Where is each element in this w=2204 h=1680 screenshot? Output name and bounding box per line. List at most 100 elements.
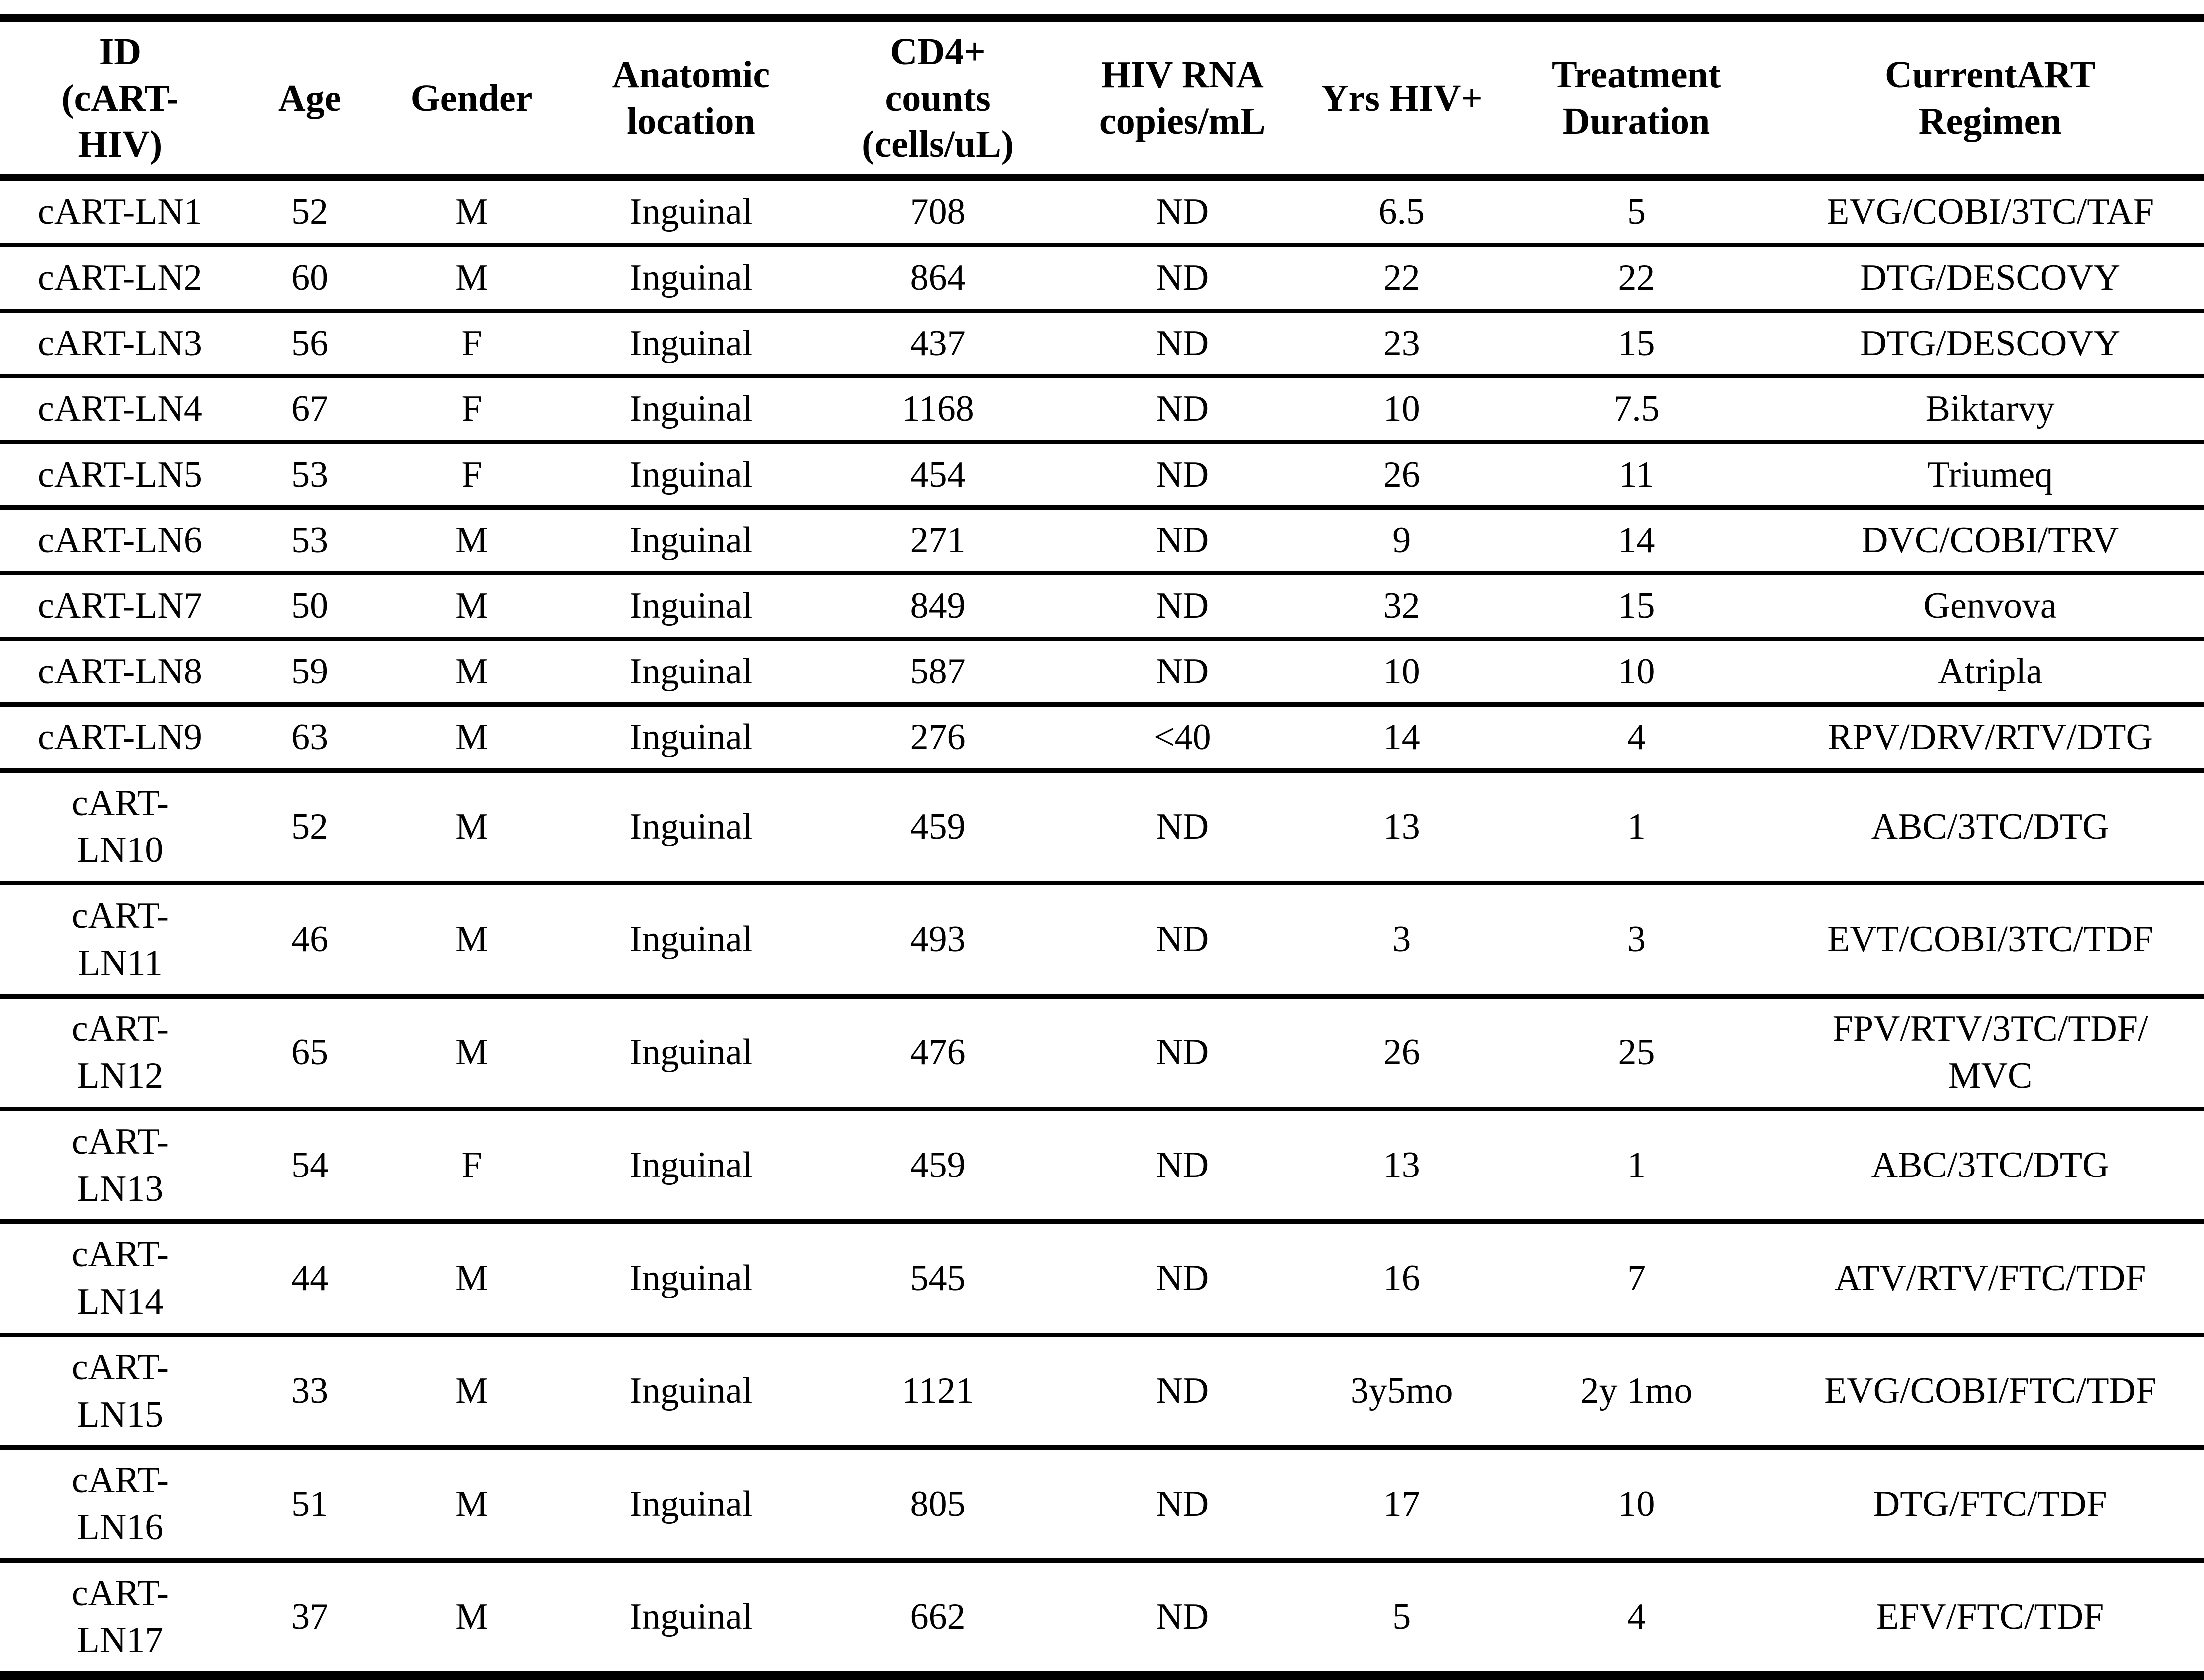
cell-id: cART- LN15 bbox=[71, 1346, 169, 1435]
cell-yrs: 16 bbox=[1383, 1257, 1420, 1299]
cell-rna: ND bbox=[1156, 1257, 1209, 1299]
cell-regimen: EVT/COBI/3TC/TDF bbox=[1827, 919, 2153, 960]
cell-anatomic: Inguinal bbox=[629, 388, 753, 430]
cell-rna: ND bbox=[1156, 1031, 1209, 1073]
cell-anatomic: Inguinal bbox=[629, 454, 753, 496]
cell-yrs: 9 bbox=[1392, 519, 1411, 561]
cell-rna: ND bbox=[1156, 454, 1209, 496]
cell-duration: 22 bbox=[1618, 257, 1655, 298]
cell-id: cART- LN13 bbox=[71, 1121, 169, 1209]
cell-gender: M bbox=[455, 1031, 488, 1073]
cell-yrs: 13 bbox=[1383, 806, 1420, 847]
cell-regimen: Atripla bbox=[1938, 651, 2042, 692]
cell-anatomic: Inguinal bbox=[629, 257, 753, 298]
cell-yrs: 10 bbox=[1383, 651, 1420, 692]
cell-gender: F bbox=[461, 323, 482, 364]
cell-gender: F bbox=[461, 1145, 482, 1186]
cell-duration: 25 bbox=[1618, 1031, 1655, 1073]
cell-cd4: 459 bbox=[910, 806, 966, 847]
cell-rna: <40 bbox=[1153, 716, 1211, 758]
cell-id: cART- LN12 bbox=[71, 1008, 169, 1097]
cell-age: 53 bbox=[291, 519, 329, 561]
cell-regimen: Triumeq bbox=[1927, 454, 2053, 496]
cell-gender: F bbox=[461, 454, 482, 496]
cell-anatomic: Inguinal bbox=[629, 919, 753, 960]
table-row: cART- LN16 51 M Inguinal 805 ND 17 10 DTG/FTC/TD… bbox=[0, 1448, 2204, 1561]
cell-rna: ND bbox=[1156, 651, 1209, 692]
cell-age: 51 bbox=[291, 1483, 329, 1524]
cell-cd4: 454 bbox=[910, 454, 966, 496]
column-header-gender: Gender bbox=[410, 77, 533, 119]
cell-anatomic: Inguinal bbox=[629, 1031, 753, 1073]
cell-duration: 4 bbox=[1627, 716, 1646, 758]
cell-rna: ND bbox=[1156, 1596, 1209, 1638]
cell-regimen: EVG/COBI/3TC/TAF bbox=[1827, 191, 2154, 233]
cell-duration: 15 bbox=[1618, 585, 1655, 627]
cell-id: cART-LN3 bbox=[37, 323, 202, 364]
cell-regimen: DTG/FTC/TDF bbox=[1873, 1483, 2107, 1524]
cell-yrs: 32 bbox=[1383, 585, 1420, 627]
cell-age: 53 bbox=[291, 454, 329, 496]
cell-id: cART-LN1 bbox=[37, 191, 202, 233]
cell-yrs: 10 bbox=[1383, 388, 1420, 430]
cell-yrs: 23 bbox=[1383, 323, 1420, 364]
table-row: cART- LN17 37 M Inguinal 662 ND 5 4 EFV/FTC/TDF bbox=[0, 1560, 2204, 1676]
cell-gender: M bbox=[455, 919, 488, 960]
cell-id: cART-LN8 bbox=[37, 651, 202, 692]
table-row: cART-LN2 60 M Inguinal 864 ND 22 22 DTG/DESCOVY bbox=[0, 245, 2204, 311]
cell-cd4: 849 bbox=[910, 585, 966, 627]
cell-regimen: ABC/3TC/DTG bbox=[1871, 1145, 2109, 1186]
cell-id: cART-LN4 bbox=[37, 388, 202, 430]
cell-age: 52 bbox=[291, 191, 329, 233]
table-row: cART- LN15 33 M Inguinal 1121 ND 3y5mo 2y 1mo EV… bbox=[0, 1335, 2204, 1448]
cell-gender: F bbox=[461, 388, 482, 430]
cell-rna: ND bbox=[1156, 191, 1209, 233]
cell-rna: ND bbox=[1156, 806, 1209, 847]
cell-age: 54 bbox=[291, 1145, 329, 1186]
cell-cd4: 476 bbox=[910, 1031, 966, 1073]
cell-regimen: RPV/DRV/RTV/DTG bbox=[1828, 716, 2153, 758]
table-row: cART-LN1 52 M Inguinal 708 ND 6.5 5 EVG/COBI/3TC… bbox=[0, 178, 2204, 245]
cell-gender: M bbox=[455, 257, 488, 298]
column-header-yrs: Yrs HIV+ bbox=[1321, 77, 1483, 119]
cell-id: cART-LN9 bbox=[37, 716, 202, 758]
cell-age: 56 bbox=[291, 323, 329, 364]
cell-gender: M bbox=[455, 1370, 488, 1412]
cell-yrs: 6.5 bbox=[1378, 191, 1425, 233]
cell-gender: M bbox=[455, 1483, 488, 1524]
cell-yrs: 26 bbox=[1383, 454, 1420, 496]
table-row: cART-LN8 59 M Inguinal 587 ND 10 10 Atripla bbox=[0, 639, 2204, 705]
cell-cd4: 276 bbox=[910, 716, 966, 758]
cell-yrs: 17 bbox=[1383, 1483, 1420, 1524]
cell-id: cART-LN2 bbox=[37, 257, 202, 298]
column-header-anatomic: Anatomic location bbox=[612, 54, 770, 143]
cell-anatomic: Inguinal bbox=[629, 585, 753, 627]
cell-rna: ND bbox=[1156, 1483, 1209, 1524]
table-row: cART- LN10 52 M Inguinal 459 ND 13 1 ABC/3TC/DTG bbox=[0, 770, 2204, 883]
column-header-age: Age bbox=[278, 77, 341, 119]
cell-id: cART- LN11 bbox=[71, 895, 169, 984]
cell-yrs: 14 bbox=[1383, 716, 1420, 758]
table-row: cART- LN14 44 M Inguinal 545 ND 16 7 ATV/RTV/FTC… bbox=[0, 1222, 2204, 1335]
cell-yrs: 22 bbox=[1383, 257, 1420, 298]
cell-gender: M bbox=[455, 1596, 488, 1638]
cell-duration: 1 bbox=[1627, 1145, 1646, 1186]
cell-id: cART- LN16 bbox=[71, 1460, 169, 1548]
cell-cd4: 1121 bbox=[901, 1370, 974, 1412]
cell-gender: M bbox=[455, 191, 488, 233]
table-row: cART-LN6 53 M Inguinal 271 ND 9 14 DVC/COBI/TRV bbox=[0, 507, 2204, 573]
cell-cd4: 493 bbox=[910, 919, 966, 960]
cell-age: 52 bbox=[291, 806, 329, 847]
cell-cd4: 805 bbox=[910, 1483, 966, 1524]
cell-anatomic: Inguinal bbox=[629, 519, 753, 561]
cell-regimen: EVG/COBI/FTC/TDF bbox=[1824, 1370, 2157, 1412]
cell-duration: 11 bbox=[1618, 454, 1655, 496]
cell-regimen: ABC/3TC/DTG bbox=[1871, 806, 2109, 847]
cell-rna: ND bbox=[1156, 323, 1209, 364]
cell-cd4: 708 bbox=[910, 191, 966, 233]
cell-anatomic: Inguinal bbox=[629, 1370, 753, 1412]
cell-yrs: 5 bbox=[1392, 1596, 1411, 1638]
table-row: cART- LN11 46 M Inguinal 493 ND 3 3 EVT/COBI/3TC… bbox=[0, 883, 2204, 996]
cell-age: 37 bbox=[291, 1596, 329, 1638]
cell-anatomic: Inguinal bbox=[629, 1257, 753, 1299]
